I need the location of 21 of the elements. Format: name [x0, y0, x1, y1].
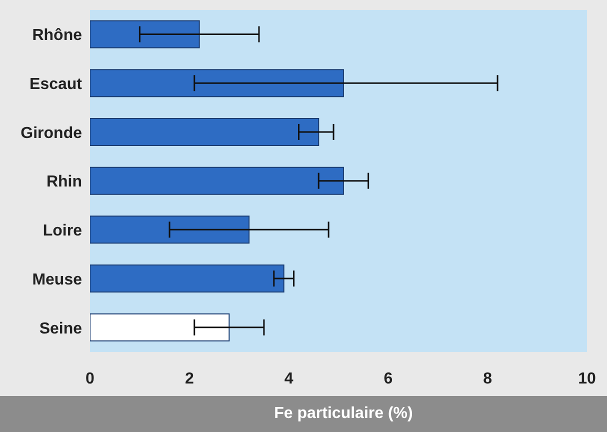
x-tick-label: 8 — [483, 370, 492, 388]
x-tick-label: 2 — [184, 370, 194, 388]
y-tick-label: Loire — [42, 222, 82, 240]
y-tick-label: Rhône — [32, 27, 82, 44]
x-tick-label: 4 — [284, 370, 294, 388]
y-tick-label: Escaut — [30, 76, 83, 93]
x-tick-label: 0 — [86, 370, 95, 388]
y-tick-label: Rhin — [46, 174, 82, 191]
x-tick-label: 6 — [384, 370, 393, 388]
bar — [90, 264, 284, 293]
y-tick-label: Gironde — [20, 124, 82, 142]
y-tick-label: Seine — [39, 320, 82, 338]
bar — [90, 20, 200, 48]
bar — [90, 216, 250, 244]
bar — [90, 313, 230, 342]
bar — [90, 166, 344, 195]
bar — [90, 118, 320, 146]
x-axis-title: Fe particulaire (%) — [0, 396, 607, 432]
y-tick-label: Meuse — [32, 271, 82, 288]
x-tick-label: 10 — [578, 370, 596, 388]
bar — [90, 69, 344, 98]
